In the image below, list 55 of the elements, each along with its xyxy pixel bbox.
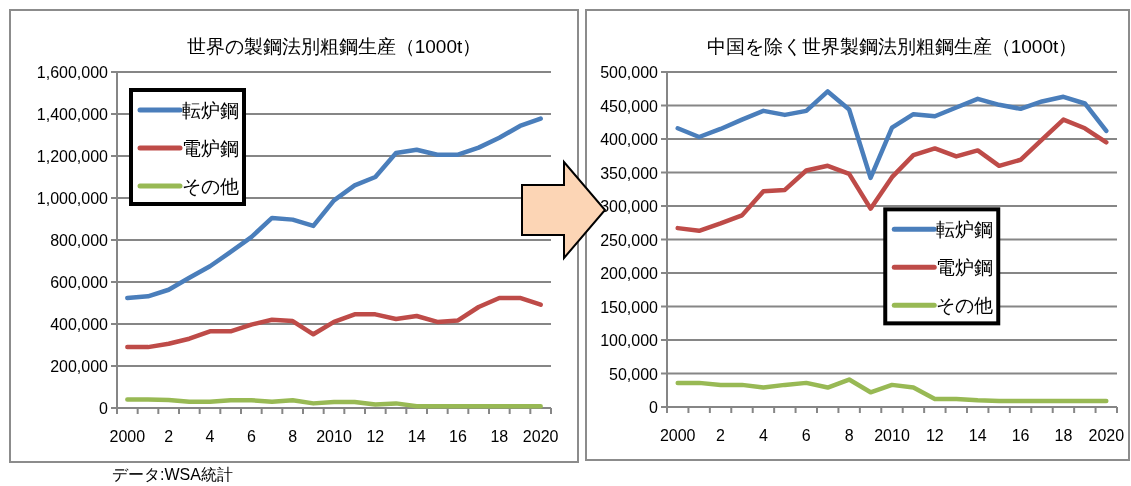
y-tick-label: 1,600,000: [36, 64, 109, 81]
line-series: [675, 89, 1109, 181]
x-tick-label: 2000: [659, 427, 696, 444]
x-tick-label: 4: [205, 428, 215, 445]
y-tick-label: 0: [99, 400, 109, 417]
y-tick-label: 1,200,000: [36, 148, 109, 165]
y-tick-label: 400,000: [600, 131, 659, 148]
y-tick-label: 250,000: [600, 231, 659, 249]
x-tick-label: 12: [366, 428, 385, 445]
x-tick-label: 8: [844, 427, 854, 444]
x-tick-label: 16: [1011, 427, 1030, 444]
legend-label: 電炉鋼: [182, 138, 239, 159]
line-series: [125, 295, 543, 350]
x-tick-label: 14: [407, 428, 426, 445]
x-tick-label: 8: [288, 428, 298, 445]
y-tick-label: 200,000: [600, 265, 659, 282]
y-tick-label: 300,000: [600, 198, 659, 215]
y-tick-label: 1,400,000: [36, 106, 109, 123]
chart-title: 世界の製鋼法別粗鋼生産（1000t）: [186, 36, 482, 57]
legend-label: 電炉鋼: [936, 257, 994, 279]
y-tick-label: 200,000: [50, 358, 109, 375]
x-tick-label: 18: [1054, 427, 1073, 444]
x-tick-label: 2000: [109, 428, 146, 445]
x-tick-label: 2020: [522, 428, 559, 445]
x-tick-label: 2: [716, 427, 726, 444]
y-tick-label: 500,000: [600, 64, 659, 81]
x-tick-label: 6: [246, 428, 256, 445]
legend-label: その他: [936, 295, 994, 317]
x-tick-label: 18: [490, 428, 509, 445]
y-tick-label: 600,000: [50, 274, 109, 291]
y-tick-label: 150,000: [600, 298, 659, 316]
y-tick-label: 0: [649, 399, 659, 416]
x-tick-label: 6: [801, 427, 811, 444]
x-tick-label: 14: [968, 427, 987, 444]
line-series: [675, 377, 1109, 404]
legend-label: 転炉鋼: [182, 100, 239, 121]
x-tick-label: 2010: [874, 427, 910, 444]
text: データ:WSA統計: [112, 466, 233, 483]
x-tick-label: 16: [449, 428, 467, 445]
line-series: [125, 397, 543, 409]
legend-label: 転炉鋼: [936, 219, 994, 241]
y-tick-label: 450,000: [600, 97, 659, 115]
x-tick-label: 2: [164, 428, 174, 445]
x-tick-label: 2020: [1088, 427, 1125, 444]
y-tick-label: 50,000: [609, 365, 659, 383]
y-tick-label: 100,000: [600, 332, 659, 349]
legend-label: その他: [182, 176, 239, 197]
x-tick-label: 4: [758, 427, 768, 444]
y-tick-label: 800,000: [50, 232, 109, 249]
chart-title: 中国を除く世界製鋼法別粗鋼生産（1000t）: [706, 36, 1078, 57]
y-tick-label: 400,000: [50, 316, 109, 333]
x-tick-label: 2010: [316, 428, 352, 445]
y-tick-label: 1,000,000: [36, 190, 109, 207]
x-tick-label: 12: [925, 427, 944, 444]
y-tick-label: 350,000: [600, 164, 659, 182]
